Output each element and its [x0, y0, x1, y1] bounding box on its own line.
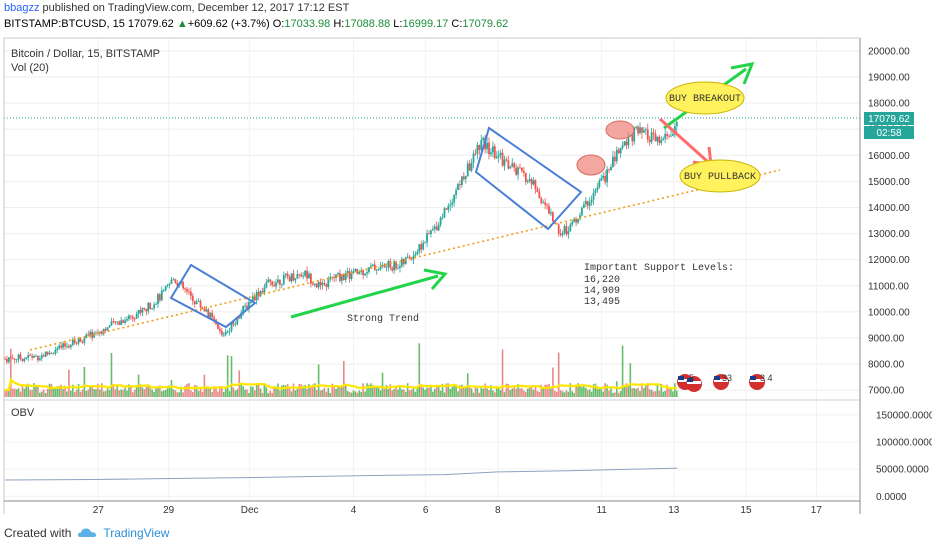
volume-bars	[4, 343, 678, 397]
price-axis[interactable]	[860, 38, 932, 400]
price-tick-label: 18000.00	[868, 99, 910, 110]
strong-trend-label: Strong Trend	[347, 313, 419, 325]
countdown-tag	[864, 126, 914, 139]
price-tick-label: 10000.00	[868, 307, 910, 318]
pullback-arrow	[659, 117, 713, 167]
change-value: +609.62 (+3.7%)	[187, 18, 270, 30]
price-tick-label: 19000.00	[868, 72, 910, 83]
trend-line	[29, 169, 781, 351]
highlight-circle-1	[576, 154, 606, 176]
event-badge-count: 5	[689, 373, 694, 383]
time-tick-label: 13	[668, 505, 680, 514]
highlight-circle-2	[605, 120, 635, 140]
time-tick-label: 29	[163, 505, 175, 514]
volume-ma-line	[4, 377, 677, 392]
event-badge-count: 33	[722, 373, 732, 383]
low-value: 16999.17	[402, 18, 449, 30]
open-value: 17033.98	[284, 18, 331, 30]
buy-breakout-ellipse	[665, 81, 745, 115]
time-tick-label: 15	[740, 505, 752, 514]
footer: Created with TradingView	[4, 526, 169, 540]
flag-icon	[713, 374, 729, 390]
chart-canvas[interactable]: BUY BREAKOUT BUY PULLBACK Strong Trend I…	[0, 34, 932, 514]
time-tick-label: 17	[811, 505, 823, 514]
time-tick-label: Dec	[241, 505, 259, 514]
price-tick-label: 9000.00	[868, 334, 905, 345]
obv-line	[4, 467, 678, 481]
last-price-tag-text: 17079.62	[868, 114, 910, 125]
obv-tick-label: 150000.0000	[876, 410, 932, 421]
price-tick-label: 12000.00	[868, 255, 910, 266]
price-tick-label: 13000.00	[868, 229, 910, 240]
time-tick-label: 27	[93, 505, 105, 514]
time-tick-label: 8	[495, 505, 501, 514]
change-arrow-icon: ▲	[176, 18, 188, 30]
buy-pullback-label: BUY PULLBACK	[684, 172, 756, 183]
created-with-text: Created with	[4, 526, 72, 540]
volume-legend[interactable]: Vol (20)	[11, 62, 49, 74]
price-tick-label: 8000.00	[868, 360, 905, 371]
channel-1	[169, 263, 257, 329]
flag-icon	[686, 376, 702, 392]
buy-pullback-ellipse	[679, 159, 761, 193]
obv-tick-label: 50000.0000	[876, 465, 929, 476]
support-level-1: 16,220	[584, 275, 620, 286]
price-tick-label: 15000.00	[868, 177, 910, 188]
time-tick-label: 11	[596, 505, 607, 514]
channel-2	[474, 126, 583, 231]
strong-trend-arrow	[290, 268, 448, 319]
price-tick-label: 14000.00	[868, 203, 910, 214]
support-level-2: 14,909	[584, 286, 620, 297]
price-tick-label: 7000.00	[868, 386, 905, 397]
last-price-tag	[864, 112, 914, 125]
time-axis-labels: 27 29 Dec 4 6 8 11 13 15 17	[93, 505, 823, 514]
last-price: 17079.62	[127, 18, 174, 30]
symbol-label: BITSTAMP:BTCUSD, 15	[4, 18, 125, 30]
event-badge-count: 3 4	[760, 373, 773, 383]
obv-axis-labels: 150000.0000 100000.0000 50000.0000 0.0000	[876, 410, 932, 502]
high-value: 17088.88	[344, 18, 391, 30]
support-level-3: 13,495	[584, 297, 620, 308]
candlestick-series	[4, 121, 678, 365]
time-tick-label: 6	[423, 505, 429, 514]
event-badges[interactable]: 5 33 3 4	[677, 373, 773, 392]
price-tick-label: 20000.00	[868, 46, 910, 57]
obv-legend[interactable]: OBV	[11, 407, 35, 419]
series-legend[interactable]: Bitcoin / Dollar, 15, BITSTAMP	[11, 48, 160, 60]
price-tick-label: 16000.00	[868, 151, 910, 162]
buy-breakout-label: BUY BREAKOUT	[669, 94, 741, 105]
obv-tick-label: 100000.0000	[876, 438, 932, 449]
time-tick-label: 4	[351, 505, 357, 514]
published-text: published on TradingView.com, December 1…	[39, 2, 350, 14]
author-link[interactable]: bbagzz	[4, 2, 40, 14]
support-title: Important Support Levels:	[584, 262, 734, 274]
price-tick-label: 11000.00	[868, 281, 909, 292]
countdown-tag-text: 02:58	[876, 128, 901, 139]
flag-icon	[749, 374, 765, 390]
tradingview-logo-icon	[78, 528, 97, 537]
obv-tick-label: 0.0000	[876, 492, 907, 503]
publish-line: bbagzz published on TradingView.com, Dec…	[4, 2, 349, 14]
ohlc-line: BITSTAMP:BTCUSD, 15 17079.62 ▲+609.62 (+…	[4, 18, 509, 30]
price-axis-labels: 20000.0019000.0018000.0017000.0016000.00…	[868, 46, 910, 396]
close-value: 17079.62	[462, 18, 509, 30]
tradingview-link[interactable]: TradingView	[103, 526, 170, 540]
